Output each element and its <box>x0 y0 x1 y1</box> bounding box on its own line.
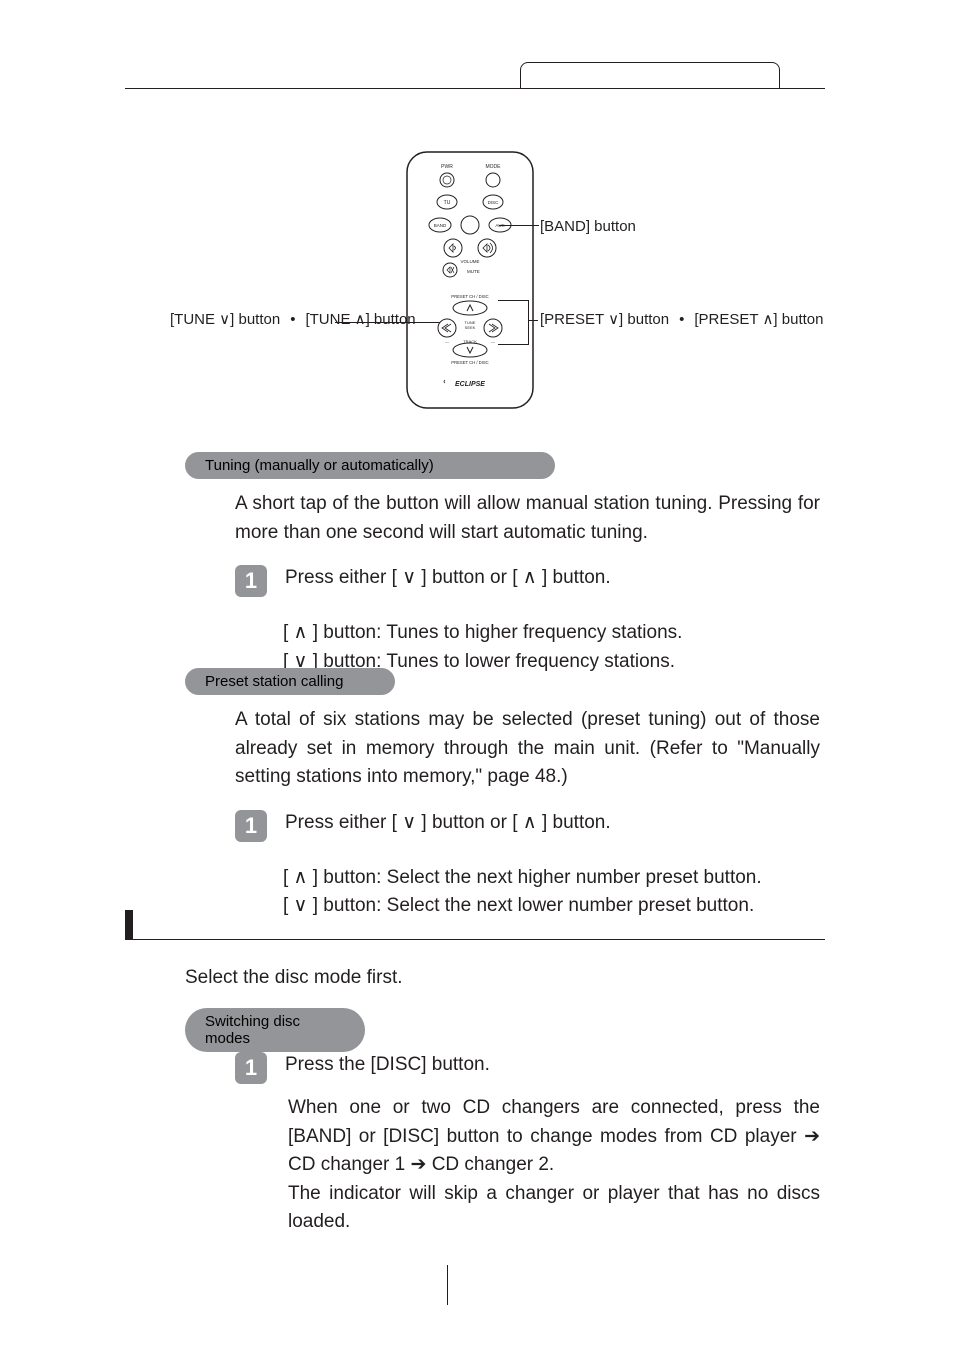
svg-text:MODE: MODE <box>486 164 502 170</box>
section-tuning-header: Tuning (manually or automatically) <box>185 452 755 479</box>
callout-line-preset-v <box>528 300 529 345</box>
step-number-box: 1 <box>235 565 267 597</box>
svg-text:TU: TU <box>444 200 451 206</box>
tune-lower-label: [TUNE ∨] button <box>170 310 280 328</box>
section-disc-title <box>125 915 825 940</box>
svg-text:PWR: PWR <box>441 164 453 170</box>
tune-upper-label: [TUNE ∧] button <box>305 310 415 328</box>
page-container: PWR MODE TU DISC BAND AUX VOLUME MUTE <box>0 0 954 1355</box>
tuning-step-row: 1 Press either [ ∨ ] button or [ ∧ ] but… <box>235 565 820 597</box>
svg-text:SEEK: SEEK <box>465 325 476 330</box>
section-switch-header: Switching disc modes <box>185 1008 365 1052</box>
bullet-icon: • <box>679 311 684 328</box>
page-footer <box>447 1255 460 1315</box>
preset-btn-up: [ ∧ ] button: Select the next higher num… <box>283 864 820 893</box>
svg-text:ECLIPSE: ECLIPSE <box>455 381 485 388</box>
switch-desc-2: The indicator will skip a changer or pla… <box>288 1180 820 1237</box>
header-divider <box>125 88 825 89</box>
remote-illustration: PWR MODE TU DISC BAND AUX VOLUME MUTE <box>405 150 535 410</box>
switch-step-row: 1 Press the [DISC] button. <box>235 1052 820 1084</box>
section-preset-body: A total of six stations may be selected … <box>235 706 820 921</box>
svg-text:DISC: DISC <box>488 200 500 205</box>
preset-step-text: Press either [ ∨ ] button or [ ∧ ] butto… <box>285 810 611 837</box>
band-button-label: [BAND] button <box>540 218 636 235</box>
disc-divider <box>125 939 825 940</box>
svg-text:—: — <box>445 339 449 344</box>
step-number-box: 1 <box>235 1052 267 1084</box>
switch-description: When one or two CD changers are connecte… <box>288 1094 820 1237</box>
svg-text:PRESET CH / DISC: PRESET CH / DISC <box>451 360 488 365</box>
callout-line-preset-h2 <box>498 344 528 345</box>
svg-text:—: — <box>491 339 495 344</box>
disc-intro: Select the disc mode first. <box>185 967 403 989</box>
callout-line-band <box>499 225 539 226</box>
preset-intro: A total of six stations may be selected … <box>235 706 820 792</box>
preset-lower-label: [PRESET ∨] button <box>540 310 669 328</box>
svg-text:PRESET CH / DISC: PRESET CH / DISC <box>451 294 488 299</box>
switch-step-text: Press the [DISC] button. <box>285 1052 490 1079</box>
bullet-icon: • <box>290 311 295 328</box>
step-number-box: 1 <box>235 810 267 842</box>
tuning-step-text: Press either [ ∨ ] button or [ ∧ ] butto… <box>285 565 611 592</box>
callout-line-tune <box>335 322 440 323</box>
callout-line-preset-h1 <box>498 300 528 301</box>
remote-svg: PWR MODE TU DISC BAND AUX VOLUME MUTE <box>405 150 535 410</box>
callout-line-preset-h3 <box>528 320 538 321</box>
section-tuning-body: A short tap of the button will allow man… <box>235 490 820 676</box>
tuning-btn-up: [ ∧ ] button: Tunes to higher frequency … <box>283 619 820 648</box>
header-tab <box>520 62 780 88</box>
svg-text:BAND: BAND <box>434 223 447 228</box>
page-footer-line <box>447 1265 448 1305</box>
switch-desc-1: When one or two CD changers are connecte… <box>288 1094 820 1180</box>
svg-text:VOLUME: VOLUME <box>460 259 479 264</box>
preset-button-descriptions: [ ∧ ] button: Select the next higher num… <box>283 864 820 921</box>
preset-upper-label: [PRESET ∧] button <box>694 310 823 328</box>
preset-button-label: [PRESET ∨] button • [PRESET ∧] button <box>540 310 823 328</box>
tuning-title-pill: Tuning (manually or automatically) <box>185 452 555 479</box>
tune-button-label: [TUNE ∨] button • [TUNE ∧] button <box>170 310 416 328</box>
preset-step-row: 1 Press either [ ∨ ] button or [ ∧ ] but… <box>235 810 820 842</box>
preset-title-pill: Preset station calling <box>185 668 395 695</box>
svg-text:MUTE: MUTE <box>467 269 480 274</box>
section-preset-header: Preset station calling <box>185 668 755 695</box>
section-switch-body: 1 Press the [DISC] button. <box>235 1052 820 1084</box>
switch-title-pill: Switching disc modes <box>185 1008 365 1052</box>
tuning-intro: A short tap of the button will allow man… <box>235 490 820 547</box>
